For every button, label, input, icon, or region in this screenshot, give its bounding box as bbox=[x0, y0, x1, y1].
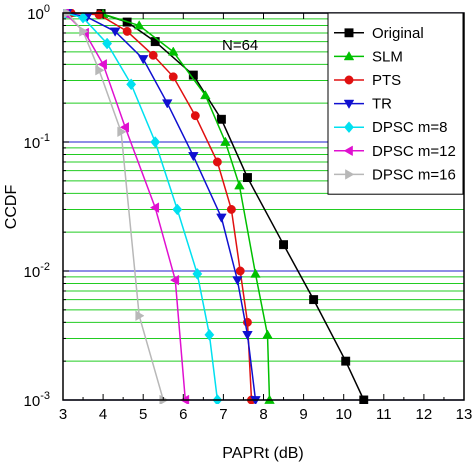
data-point-circle bbox=[344, 75, 354, 85]
data-point-triangle-right bbox=[345, 169, 355, 180]
x-tick-label: 12 bbox=[416, 406, 433, 423]
data-point-triangle-down bbox=[216, 213, 227, 223]
data-point-triangle-up bbox=[343, 51, 355, 61]
legend-label: DPSC m=16 bbox=[372, 166, 456, 183]
series-line-dpsc-m-16 bbox=[66, 12, 165, 401]
data-point-triangle-left bbox=[149, 202, 160, 213]
series-tr bbox=[63, 9, 261, 404]
x-tick-label: 3 bbox=[59, 406, 67, 423]
x-tick-label: 4 bbox=[99, 406, 107, 423]
x-tick-label: 11 bbox=[376, 406, 392, 423]
series-line-tr bbox=[66, 12, 257, 401]
data-point-triangle-down bbox=[343, 99, 355, 109]
data-point-square bbox=[341, 356, 351, 366]
data-point-triangle-down bbox=[109, 27, 121, 37]
series-dpsc-m-16 bbox=[63, 9, 169, 404]
data-point-diamond bbox=[78, 11, 88, 24]
series-line-slm bbox=[70, 12, 271, 401]
data-point-triangle-up bbox=[262, 329, 273, 339]
data-point-triangle-right bbox=[79, 26, 89, 37]
data-point-diamond bbox=[192, 268, 203, 280]
y-tick-label: 10-3 bbox=[24, 390, 50, 410]
legend-label: DPSC m=12 bbox=[372, 143, 456, 160]
y-axis-title: CCDF bbox=[3, 185, 20, 230]
data-point-square bbox=[279, 240, 289, 250]
x-tick-label: 13 bbox=[456, 406, 473, 423]
data-point-diamond bbox=[172, 203, 183, 216]
legend-label: Original bbox=[372, 25, 424, 42]
x-tick-label: 7 bbox=[219, 406, 227, 423]
data-point-circle bbox=[212, 157, 222, 167]
legend-item: DPSC m=16 bbox=[334, 166, 456, 183]
series-dpsc-m-12 bbox=[63, 9, 190, 404]
data-point-circle bbox=[226, 205, 236, 214]
data-point-triangle-up bbox=[250, 268, 261, 278]
data-point-circle bbox=[235, 266, 245, 276]
legend-label: SLM bbox=[372, 48, 403, 65]
data-point-diamond bbox=[102, 37, 113, 50]
data-point-triangle-right bbox=[95, 64, 105, 76]
legend-item: PTS bbox=[334, 72, 401, 89]
data-point-triangle-down bbox=[232, 276, 243, 286]
data-point-triangle-left bbox=[97, 59, 107, 70]
data-point-square bbox=[309, 295, 319, 305]
data-point-square bbox=[344, 28, 354, 38]
series-original bbox=[63, 9, 369, 404]
data-point-triangle-left bbox=[169, 274, 180, 286]
y-tick-label: 100 bbox=[27, 3, 50, 23]
legend-item: DPSC m=8 bbox=[334, 119, 447, 136]
legend-item: TR bbox=[334, 96, 392, 113]
legend-item: DPSC m=12 bbox=[334, 143, 456, 160]
x-axis-title: PAPRt (dB) bbox=[222, 445, 304, 462]
legend-label: PTS bbox=[372, 72, 401, 89]
y-tick-label: 10-2 bbox=[24, 261, 50, 281]
legend-label: TR bbox=[372, 96, 392, 113]
data-point-triangle-up bbox=[220, 136, 231, 146]
data-point-diamond bbox=[344, 121, 354, 134]
axes: 3 4 5 6 7 8 9 10 11 12 13 100 10-1 10-2 10-3 bbox=[24, 3, 473, 423]
data-point-diamond bbox=[204, 328, 215, 341]
data-point-triangle-down bbox=[137, 55, 149, 65]
x-tick-label: 5 bbox=[139, 406, 147, 423]
data-point-triangle-up bbox=[234, 180, 245, 190]
series-dpsc-m-8 bbox=[63, 9, 223, 404]
x-tick-label: 6 bbox=[179, 406, 187, 423]
data-point-triangle-up bbox=[133, 20, 145, 30]
data-point-circle bbox=[94, 10, 104, 20]
x-tick-label: 9 bbox=[299, 406, 307, 423]
data-point-triangle-down bbox=[242, 331, 253, 341]
legend-item: Original bbox=[334, 25, 424, 42]
data-point-triangle-right bbox=[117, 126, 127, 138]
data-point-square bbox=[243, 173, 252, 183]
data-point-diamond bbox=[126, 78, 137, 91]
data-point-circle bbox=[148, 50, 158, 60]
data-point-triangle-up bbox=[168, 46, 179, 56]
data-point-circle bbox=[122, 26, 132, 36]
annotation-n64: N=64 bbox=[222, 37, 258, 54]
legend-label: DPSC m=8 bbox=[372, 119, 447, 136]
data-point-diamond bbox=[150, 136, 161, 148]
series-pts bbox=[66, 9, 256, 404]
data-point-triangle-up bbox=[200, 90, 211, 100]
data-point-triangle-left bbox=[119, 122, 129, 133]
x-tick-label: 10 bbox=[335, 406, 352, 423]
data-point-triangle-left bbox=[343, 145, 353, 157]
x-tick-label: 8 bbox=[259, 406, 267, 423]
legend-item: SLM bbox=[334, 48, 403, 65]
series-layer bbox=[63, 9, 369, 404]
data-point-triangle-down bbox=[188, 152, 199, 162]
series-line-original bbox=[66, 12, 365, 401]
data-point-triangle-right bbox=[135, 310, 145, 321]
y-tick-label: 10-1 bbox=[24, 132, 50, 152]
legend: Original SLM PTS TR DPSC m=8 DPSC m=12 DPSC m=… bbox=[327, 12, 464, 195]
data-point-circle bbox=[190, 111, 200, 121]
data-point-circle bbox=[168, 72, 178, 82]
data-point-square bbox=[216, 114, 226, 124]
data-point-triangle-down bbox=[161, 99, 173, 109]
